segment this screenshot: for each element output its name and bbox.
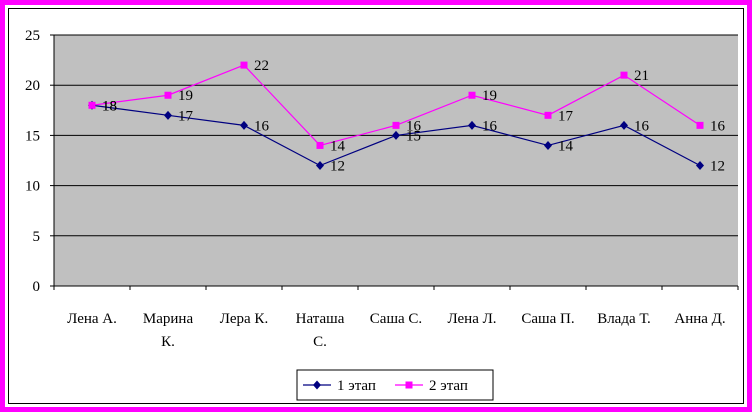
series-1-data-label: 12 <box>710 159 725 175</box>
y-tick-label: 5 <box>33 229 41 245</box>
series-1-point <box>164 110 172 120</box>
series-group <box>88 61 704 171</box>
chart-frame-inner <box>8 8 744 404</box>
series-1-data-label: 16 <box>254 118 270 134</box>
series-2-point <box>468 91 476 99</box>
legend: 1 этап 2 этап <box>296 369 494 401</box>
series-2-point <box>164 91 172 99</box>
series-1-point <box>620 120 628 130</box>
series-2-data-label: 17 <box>558 108 574 124</box>
series-2-data-label: 19 <box>482 88 497 104</box>
series-2-point <box>620 71 628 79</box>
series-2-data-label: 16 <box>406 118 422 134</box>
series-2-data-label: 21 <box>634 68 649 84</box>
series-2-data-label: 22 <box>254 58 269 74</box>
y-tick-label: 25 <box>25 28 40 44</box>
series-2-data-label: 14 <box>330 138 346 154</box>
y-tick-label: 20 <box>25 78 40 94</box>
axes <box>50 34 739 290</box>
series-1-data-label: 16 <box>634 118 650 134</box>
x-category-label: Наташа С. <box>296 311 345 350</box>
legend-label-1: 1 этап <box>337 378 376 394</box>
y-tick-label: 15 <box>25 128 40 144</box>
series-1-point <box>240 120 248 130</box>
series-2-point <box>544 111 552 119</box>
series-2-point <box>696 121 704 129</box>
legend-label-2: 2 этап <box>429 378 468 394</box>
series-2-data-label: 19 <box>178 88 193 104</box>
y-tick-labels: 0 5 10 15 20 25 <box>25 28 40 295</box>
series-1-point <box>468 120 476 130</box>
series-1-data-label: 15 <box>406 128 421 144</box>
series-1-data-label: 12 <box>330 159 345 175</box>
x-category-label: Марина К. <box>143 311 194 350</box>
series-1-point <box>696 161 704 171</box>
x-category-label: Саша П. <box>521 311 574 327</box>
series-2-point <box>392 121 400 129</box>
series-2-data-label: 16 <box>710 118 726 134</box>
legend-marker-2 <box>405 381 413 389</box>
x-category-label: Лена А. <box>67 311 117 327</box>
series-1-data-label: 18 <box>102 98 117 114</box>
legend-marker-1 <box>313 380 321 390</box>
series-1-point <box>392 130 400 140</box>
y-tick-label: 10 <box>25 179 40 195</box>
x-category-label: Анна Д. <box>674 311 725 327</box>
x-category-label: Саша С. <box>370 311 422 327</box>
series-1-data-label: 17 <box>178 108 194 124</box>
x-category-label: Лера К. <box>220 311 268 327</box>
x-category-label: Влада Т. <box>597 311 651 327</box>
series-1-data-label: 14 <box>558 138 574 154</box>
x-category-labels: Лена А. Марина К. Лера К. Наташа С. Саша С. Лен… <box>67 311 726 350</box>
series-2-point <box>240 61 248 69</box>
series-1-point <box>316 161 324 171</box>
series-2-point <box>88 101 96 109</box>
series-2-data-label: 18 <box>102 98 117 114</box>
y-tick-label: 0 <box>33 279 41 295</box>
x-category-label: Лена Л. <box>447 311 496 327</box>
series-2-point <box>316 141 324 149</box>
series-1-point <box>544 140 552 150</box>
series-1-data-label: 16 <box>482 118 498 134</box>
